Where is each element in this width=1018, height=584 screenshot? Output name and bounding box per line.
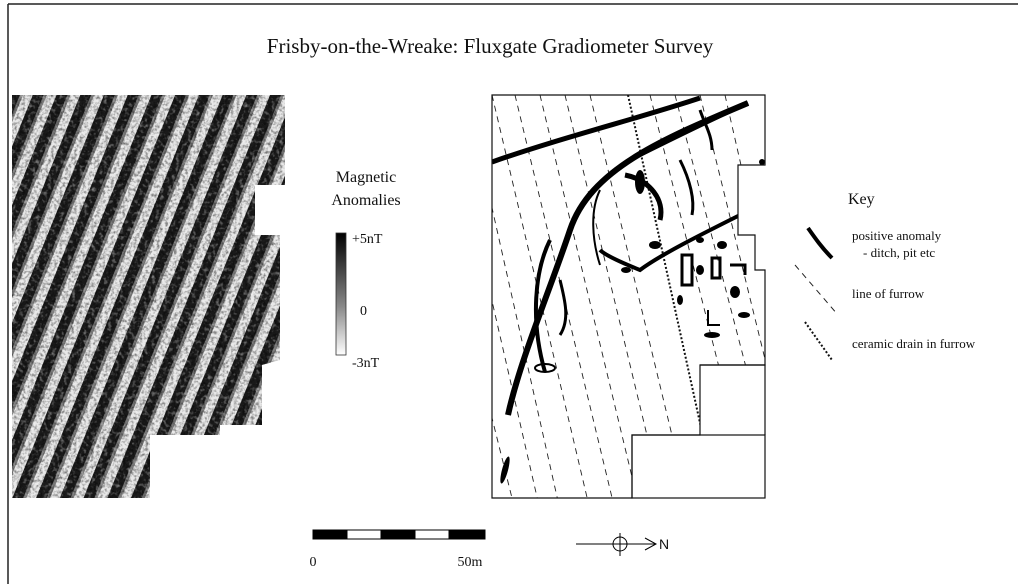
title: Frisby-on-the-Wreake: Fluxgate Gradiomet… [267, 34, 714, 58]
key-sublabel: - ditch, pit etc [863, 245, 935, 260]
scale-bar [313, 530, 485, 539]
key-symbol-drain [805, 322, 832, 360]
gradiometer-raster [12, 95, 287, 500]
interpretation-plan [470, 95, 790, 510]
scale-label: 0 [310, 555, 317, 570]
colorbar-label: +5nT [352, 232, 383, 247]
colorbar-title: Magnetic [336, 169, 396, 186]
key-symbol-furrow [795, 265, 838, 315]
key-label: ceramic drain in furrow [852, 336, 976, 351]
key-label: positive anomaly [852, 228, 942, 243]
colorbar-label: -3nT [352, 356, 380, 371]
figure: Frisby-on-the-Wreake: Fluxgate Gradiomet… [0, 0, 1018, 584]
north-arrow [576, 533, 656, 556]
key-title: Key [848, 191, 875, 208]
key-label: line of furrow [852, 286, 925, 301]
scale-label: 50m [458, 555, 483, 570]
colorbar-title: Anomalies [331, 192, 400, 209]
colorbar-label: 0 [360, 304, 367, 319]
colorbar [336, 233, 346, 355]
key-symbol-anomaly [808, 228, 832, 258]
north-label: N [659, 536, 669, 552]
